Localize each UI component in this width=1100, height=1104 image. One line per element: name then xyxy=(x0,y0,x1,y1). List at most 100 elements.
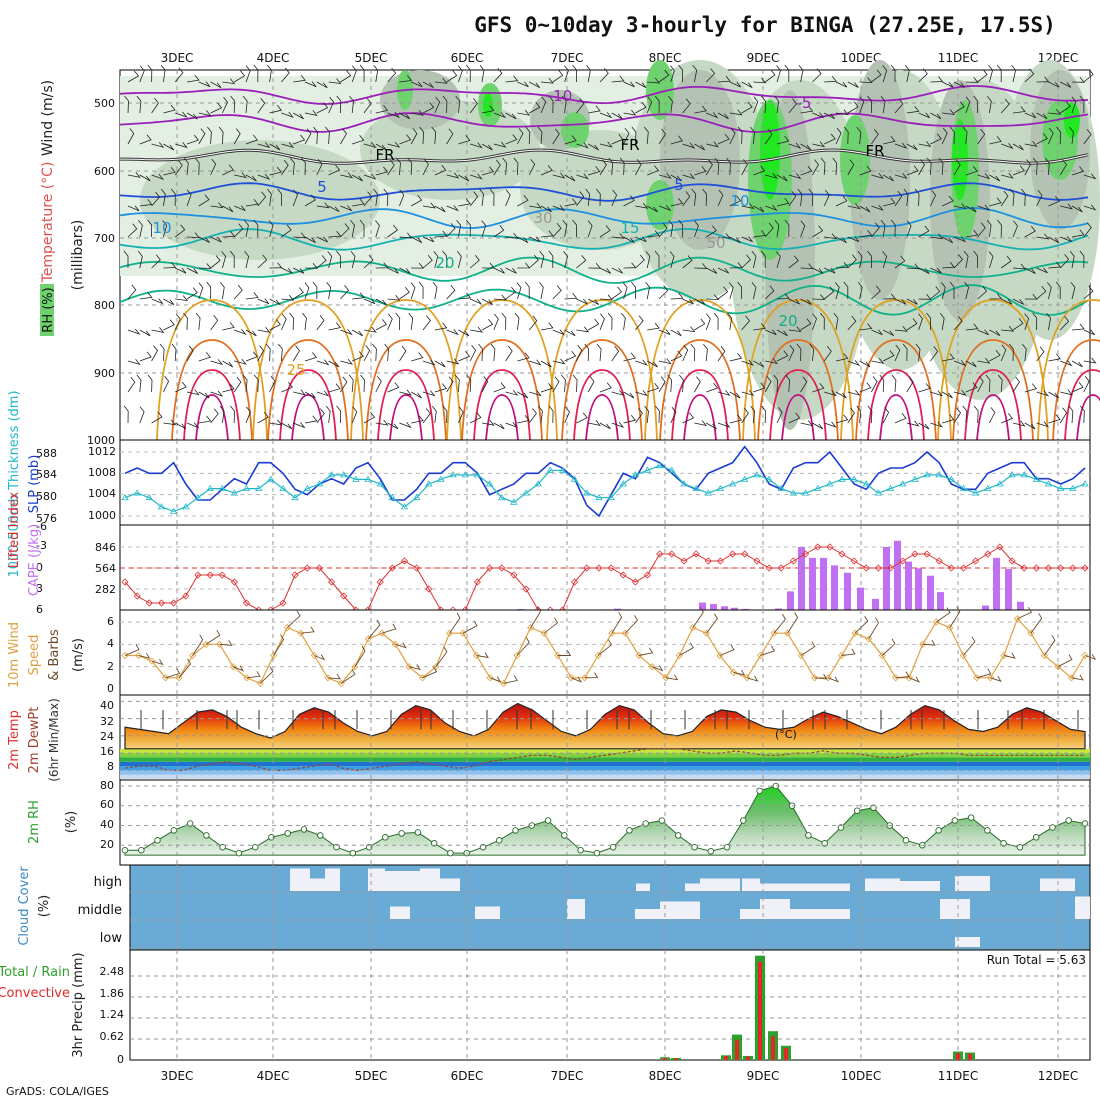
contour-label: 20 xyxy=(435,254,454,272)
cape-bar xyxy=(831,565,838,610)
cloud-unit: (%) xyxy=(37,895,52,918)
cloud-middle xyxy=(940,899,970,919)
precip-convective-bar xyxy=(771,1036,775,1060)
cloud-level-label: low xyxy=(100,931,123,946)
precip-convective-bar xyxy=(784,1048,788,1060)
cloud-level-label: high xyxy=(94,875,122,890)
cloud-high xyxy=(325,869,340,892)
cape-bar xyxy=(1005,569,1012,610)
date-label-bottom: 5DEC xyxy=(355,1069,388,1083)
cape-bar xyxy=(699,603,706,610)
temp-band xyxy=(120,766,1090,770)
wind10-tick: 2 xyxy=(107,660,114,673)
wind-label: Wind (m/s) xyxy=(40,80,56,156)
rh2m-marker xyxy=(578,847,584,853)
date-label-top: 4DEC xyxy=(257,51,290,65)
precip-convective-bar xyxy=(663,1058,667,1060)
contour-label: -5 xyxy=(797,94,812,112)
cape-tick: 846 xyxy=(95,541,116,554)
rh2m-marker xyxy=(968,815,974,821)
date-label-bottom: 7DEC xyxy=(551,1069,584,1083)
rh2m-marker xyxy=(415,830,421,836)
precip-convective-bar xyxy=(735,1040,739,1060)
precip-conv-label: Convective xyxy=(0,986,70,1001)
cloud-high xyxy=(955,876,990,891)
rh2m-marker xyxy=(659,818,665,824)
cape-bar xyxy=(937,592,944,610)
rh2m-marker xyxy=(806,833,812,839)
rh2m-marker xyxy=(122,847,128,853)
wind10-tick: 4 xyxy=(107,637,114,650)
temp-band xyxy=(120,770,1090,774)
cape-bar xyxy=(844,573,851,610)
rh2m-marker xyxy=(236,850,242,856)
precip-tick: 0 xyxy=(117,1053,124,1066)
contour-label: 5 xyxy=(317,178,327,196)
cloud-high xyxy=(700,879,740,892)
cape-label: CAPE (J/kg) xyxy=(27,524,42,596)
cape-bar xyxy=(721,606,728,610)
contour-label: 15 xyxy=(620,219,639,237)
temp2m-tick: 8 xyxy=(107,760,114,773)
minmax-label: (6hr Min/Max) xyxy=(47,698,61,782)
cloud-high xyxy=(685,884,700,892)
precip-frame xyxy=(130,950,1090,1060)
date-label-bottom: 10DEC xyxy=(841,1069,881,1083)
date-label-top: 6DEC xyxy=(451,51,484,65)
cape-bar xyxy=(993,558,1000,610)
contour-label: 20 xyxy=(778,312,797,330)
rh2m-tick: 60 xyxy=(100,798,114,811)
date-label-top: 9DEC xyxy=(747,51,780,65)
temp2m-tick: 24 xyxy=(100,730,114,743)
rh2m-marker xyxy=(1066,818,1072,824)
cloud-high xyxy=(742,879,760,892)
wind10-label: 10m Wind xyxy=(7,622,22,688)
cape-bar xyxy=(894,541,901,610)
cloud-high xyxy=(440,879,460,892)
rh2m-marker xyxy=(496,838,502,844)
rh2m-label: 2m RH xyxy=(27,800,42,844)
wind10-tick: 0 xyxy=(107,682,114,695)
cloud-high xyxy=(900,881,940,891)
contour-label: FR xyxy=(865,142,884,160)
date-label-bottom: 8DEC xyxy=(649,1069,682,1083)
cloud-middle xyxy=(660,902,700,920)
cloud-middle xyxy=(1075,897,1090,920)
wind10-label: & Barbs xyxy=(47,629,62,681)
cloud-low xyxy=(955,937,980,947)
cloud-middle xyxy=(567,899,585,919)
precip-tick: 2.48 xyxy=(100,965,125,978)
cloud-high xyxy=(290,869,310,892)
precip-convective-bar xyxy=(758,962,762,1060)
cloud-high xyxy=(865,879,900,892)
rh2m-marker xyxy=(155,838,161,844)
precip-run-total: Run Total = 5.63 xyxy=(987,953,1086,967)
date-label-bottom: 4DEC xyxy=(257,1069,290,1083)
cape-bar xyxy=(872,599,879,610)
rh2m-tick: 40 xyxy=(100,818,114,831)
date-label-bottom: 3DEC xyxy=(161,1069,194,1083)
temp2m-label: 2m Temp xyxy=(7,710,22,770)
cape-tick: 564 xyxy=(95,562,116,575)
contour-label: FR xyxy=(375,146,394,164)
cloud-high xyxy=(368,869,385,892)
cape-bar xyxy=(905,562,912,610)
temp-band xyxy=(120,762,1090,766)
li-tick: 6 xyxy=(36,603,43,616)
cape-bar xyxy=(1017,602,1024,610)
precip-tick: 1.86 xyxy=(100,987,125,1000)
date-label-top: 7DEC xyxy=(551,51,584,65)
rh2m-marker xyxy=(301,827,307,833)
rh-shading xyxy=(483,93,493,117)
rh2m-marker xyxy=(675,833,681,839)
cape-bar xyxy=(982,606,989,610)
cape-bar xyxy=(857,588,864,610)
pressure-tick: 900 xyxy=(94,367,115,380)
temp-band xyxy=(120,749,1090,753)
cape-bar xyxy=(787,591,794,610)
date-label-top: 11DEC xyxy=(938,51,978,65)
rh2m-marker xyxy=(448,850,454,856)
contour-label: 5 xyxy=(674,176,684,194)
